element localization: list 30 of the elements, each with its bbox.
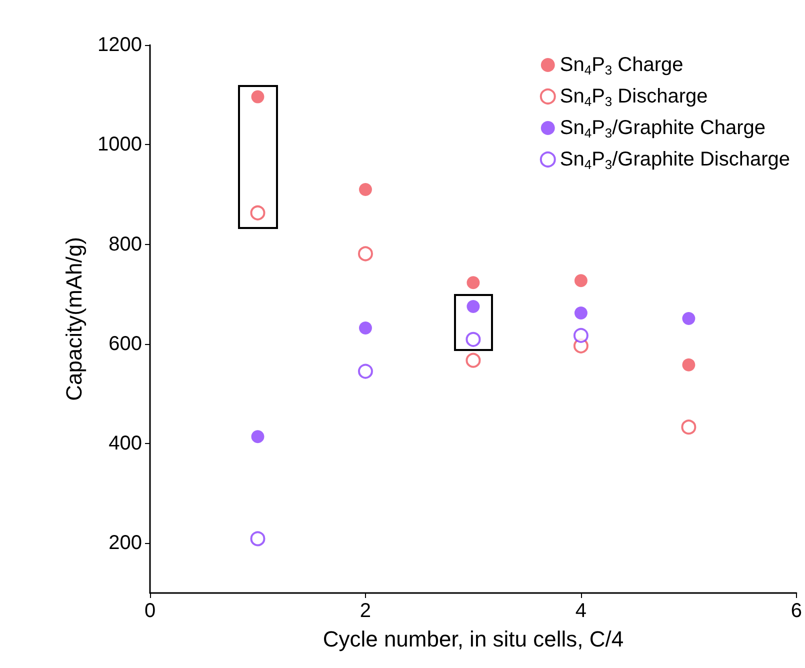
y-tick-label: 200: [108, 532, 142, 554]
point: [681, 420, 696, 435]
point: [358, 321, 372, 334]
y-tick-label: 1000: [98, 134, 142, 156]
y-axis-title: Capacity(mAh/g): [62, 237, 86, 401]
point: [250, 205, 266, 220]
point: [466, 300, 480, 314]
point: [358, 182, 372, 196]
y-tick-label: 1200: [98, 34, 142, 56]
point: [574, 274, 588, 288]
point: [466, 332, 481, 347]
x-tick-label: 2: [360, 600, 372, 622]
y-tick-label: 800: [108, 233, 142, 256]
x-axis-title: Cycle number, in situ cells, C/4: [322, 626, 624, 652]
point: [250, 531, 266, 546]
point: [251, 430, 264, 444]
point: [682, 358, 696, 372]
point: [251, 90, 264, 104]
point: [466, 276, 480, 290]
x-tick-label: 6: [790, 600, 802, 622]
point: [574, 306, 588, 320]
y-tick-label: 400: [108, 432, 142, 455]
point: [573, 328, 588, 343]
point: [358, 364, 373, 379]
point: [358, 246, 373, 262]
x-tick-label: 4: [575, 600, 587, 622]
y-tick-label: 600: [108, 332, 142, 355]
point: [682, 312, 696, 325]
point: [466, 352, 481, 368]
x-tick-label: 0: [144, 600, 156, 622]
